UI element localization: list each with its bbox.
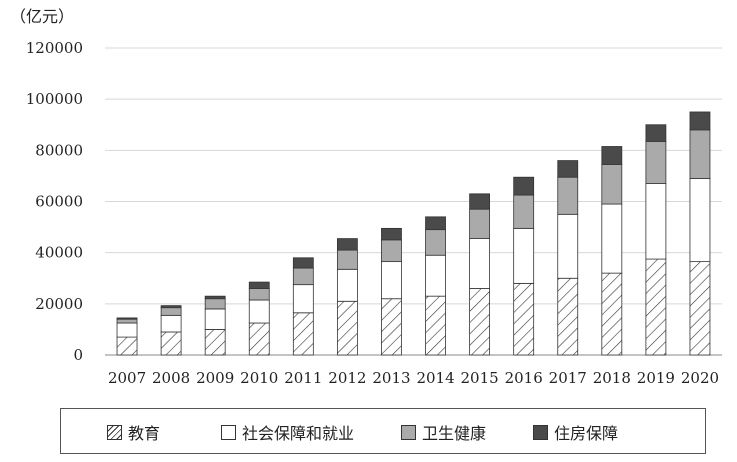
bar-segment-2-2014 [425,229,446,256]
bar-segment-1-2011 [292,284,314,314]
legend-item-education: 教育 [107,422,161,443]
bar-segment-3-2010 [248,281,270,289]
x-tick-label: 2020 [681,369,719,387]
y-tick-label: 100000 [26,90,83,108]
x-tick-label: 2007 [108,369,146,387]
bar-segment-2-2018 [601,164,623,205]
bar-segment-0-2019 [645,258,667,356]
x-tick-label: 2017 [549,369,587,387]
bar-segment-2-2007 [116,318,138,324]
bar-segment-3-2013 [381,227,402,241]
y-tick-label: 20000 [35,295,83,313]
bar-segment-0-2009 [204,329,226,356]
bar-segment-2-2009 [204,298,226,310]
x-tick-label: 2015 [461,369,499,387]
bar-segment-1-2012 [336,268,358,302]
legend-label: 卫生健康 [422,424,487,443]
bar-segment-0-2016 [513,282,535,356]
x-tick-label: 2019 [637,369,675,387]
x-tick-label: 2011 [284,369,322,387]
bar-segment-3-2009 [204,295,226,300]
bar-segment-0-2007 [116,336,138,356]
bar-segment-3-2011 [292,257,314,269]
y-tick-label: 40000 [35,244,83,262]
bar-segment-2-2020 [689,129,711,179]
y-tick-label: 0 [73,346,83,364]
x-axis-ticks: 2007 2008 2009 2010 2011 2012 2013 2014 2015 2016… [108,369,719,387]
legend-item-social-security: 社会保障和就业 [221,422,355,443]
bar-segment-3-2007 [116,317,138,320]
bar-segment-0-2015 [469,288,491,356]
bar-segment-2-2017 [557,176,579,215]
unit-label: （亿元） [10,7,74,26]
bar-segment-3-2016 [513,176,535,196]
bar-segment-1-2018 [601,203,623,274]
legend-label: 住房保障 [554,424,619,443]
bar-segment-2-2010 [248,288,270,301]
bar-segment-1-2008 [160,314,182,333]
bar-segment-1-2015 [469,238,491,289]
bar-segment-0-2010 [248,322,270,356]
bar-segment-1-2009 [204,308,226,330]
legend-item-health: 卫生健康 [401,422,487,443]
bar-segment-1-2016 [513,227,535,284]
bar-segment-0-2012 [336,300,358,356]
x-tick-label: 2010 [240,369,278,387]
x-tick-label: 2008 [152,369,190,387]
x-tick-label: 2009 [196,369,234,387]
bar-segment-2-2015 [469,208,491,239]
bar-segment-3-2020 [689,111,711,131]
bar-segment-3-2014 [425,216,446,231]
bar-segment-3-2008 [160,305,182,309]
bar-segment-0-2018 [601,272,623,356]
bar-segment-3-2017 [557,160,579,178]
bar-segment-2-2012 [336,249,358,270]
bar-segment-1-2010 [248,299,270,324]
bar-segment-1-2013 [381,261,402,300]
white-swatch-icon [221,424,236,440]
bar-segment-2-2011 [292,267,314,286]
legend: 教育 社会保障和就业 卫生健康 住房保障 [60,408,706,454]
y-axis-ticks: 0 20000 40000 60000 80000 100000 120000 [26,39,83,364]
bar-segment-3-2019 [645,124,667,142]
x-tick-label: 2018 [593,369,631,387]
bar-segment-0-2008 [160,331,182,356]
x-tick-label: 2013 [372,369,410,387]
bars [116,111,711,356]
bar-segment-0-2013 [381,298,402,356]
bar-segment-2-2013 [381,239,402,263]
hatch-swatch-icon [107,424,122,440]
x-tick-label: 2012 [328,369,366,387]
bar-segment-1-2020 [689,178,711,263]
bar-segment-2-2019 [645,140,667,184]
y-tick-label: 60000 [35,193,83,211]
bar-segment-1-2019 [645,183,667,260]
gray-swatch-icon [401,424,416,440]
x-tick-label: 2016 [505,369,543,387]
x-tick-label: 2014 [416,369,454,387]
legend-label: 社会保障和就业 [242,424,355,443]
bar-segment-1-2017 [557,213,579,279]
gridlines [105,47,722,356]
y-tick-label: 80000 [35,141,83,159]
bar-segment-3-2015 [469,193,491,210]
bar-segment-3-2012 [336,238,358,251]
legend-item-housing: 住房保障 [533,422,619,443]
bar-segment-3-2018 [601,146,623,165]
bar-segment-1-2007 [116,322,138,338]
bar-segment-0-2011 [292,312,314,356]
bar-segment-2-2016 [513,194,535,229]
bar-segment-2-2008 [160,307,182,316]
bar-segment-0-2014 [425,295,446,356]
dark-swatch-icon [533,424,548,440]
y-tick-label: 120000 [26,39,83,57]
legend-label: 教育 [128,424,161,443]
bar-segment-0-2017 [557,277,579,356]
bar-segment-1-2014 [425,254,446,297]
bar-segment-0-2020 [689,261,711,356]
